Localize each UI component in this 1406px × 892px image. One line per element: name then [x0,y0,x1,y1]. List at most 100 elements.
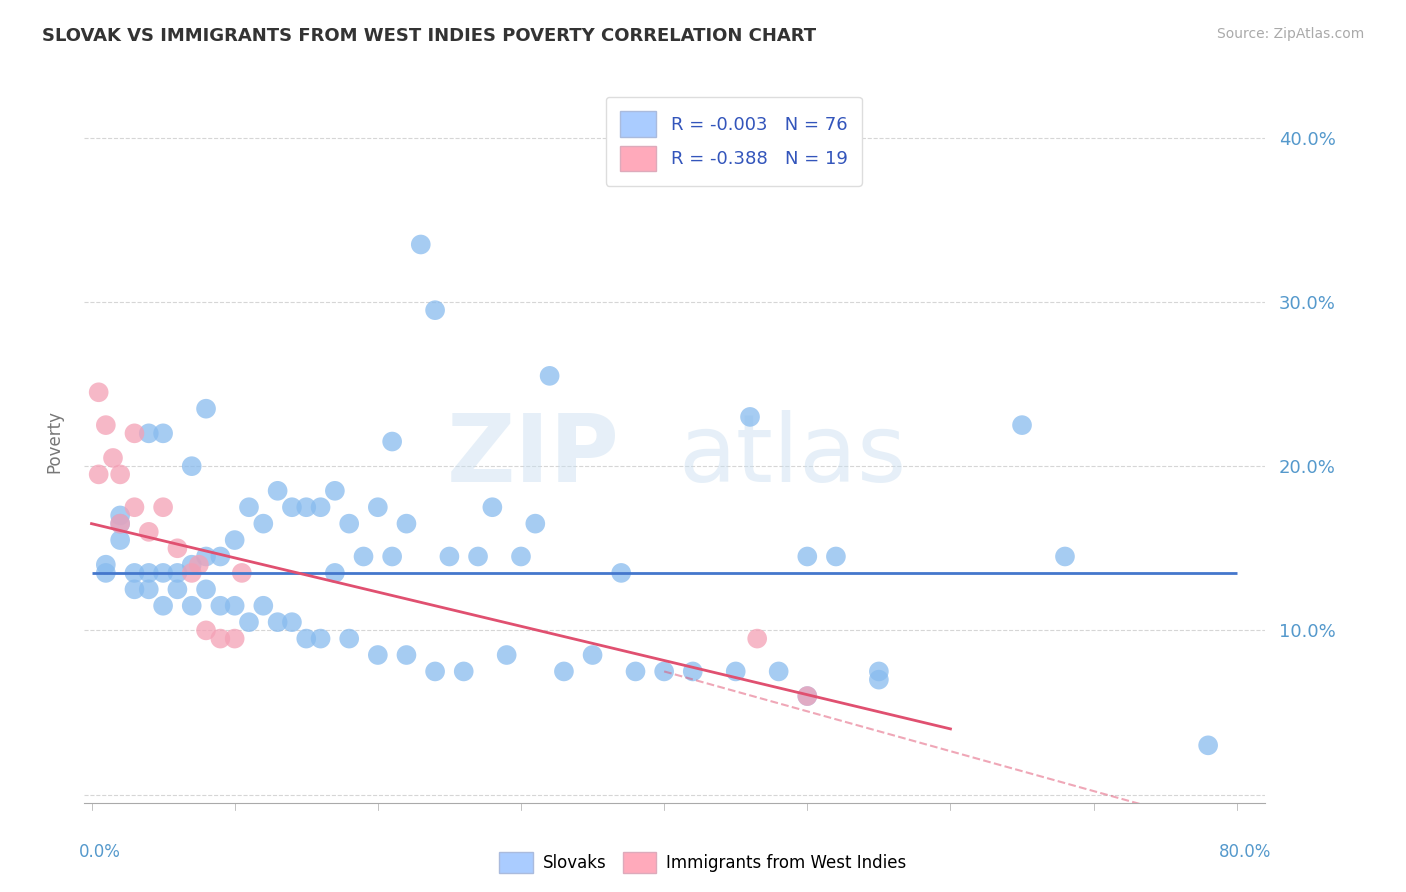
Text: ZIP: ZIP [447,410,620,502]
Text: Source: ZipAtlas.com: Source: ZipAtlas.com [1216,27,1364,41]
Point [337,632,360,646]
Point [381,549,404,564]
Point [180,599,202,613]
Point [309,632,332,646]
Point [166,582,188,597]
Point [553,665,575,679]
Point [453,665,475,679]
Point [524,516,547,531]
Point [180,459,202,474]
Point [252,599,274,613]
Point [108,516,131,531]
Point [108,516,131,531]
Text: Poverty: Poverty [46,410,63,473]
Point [152,426,174,441]
Text: 80.0%: 80.0% [1219,843,1271,861]
Point [481,500,503,515]
Point [224,533,246,547]
Point [682,665,704,679]
Point [747,632,769,646]
Point [209,549,232,564]
Text: atlas: atlas [679,410,907,502]
Point [423,665,446,679]
Point [868,673,890,687]
Legend: Slovaks, Immigrants from West Indies: Slovaks, Immigrants from West Indies [492,846,914,880]
Point [138,426,160,441]
Point [195,624,218,638]
Point [195,582,218,597]
Point [152,566,174,580]
Point [152,599,174,613]
Point [238,615,260,630]
Point [266,615,288,630]
Point [209,599,232,613]
Point [1053,549,1076,564]
Point [224,599,246,613]
Point [166,566,188,580]
Point [94,558,117,572]
Point [353,549,375,564]
Point [323,566,346,580]
Point [510,549,533,564]
Point [624,665,647,679]
Text: 0.0%: 0.0% [79,843,121,861]
Point [238,500,260,515]
Point [796,549,818,564]
Point [187,558,209,572]
Point [395,648,418,662]
Point [138,524,160,539]
Point [224,632,246,646]
Point [467,549,489,564]
Point [108,533,131,547]
Point [738,409,761,424]
Point [381,434,404,449]
Point [87,467,110,482]
Point [825,549,848,564]
Point [124,500,146,515]
Point [152,500,174,515]
Point [796,689,818,703]
Point [87,385,110,400]
Point [180,558,202,572]
Text: SLOVAK VS IMMIGRANTS FROM WEST INDIES POVERTY CORRELATION CHART: SLOVAK VS IMMIGRANTS FROM WEST INDIES PO… [42,27,817,45]
Point [1011,418,1033,433]
Point [94,418,117,433]
Point [180,566,202,580]
Point [337,516,360,531]
Point [252,516,274,531]
Point [724,665,747,679]
Point [868,665,890,679]
Point [610,566,633,580]
Point [367,500,389,515]
Point [538,368,561,383]
Point [295,632,318,646]
Point [195,549,218,564]
Point [323,483,346,498]
Point [138,582,160,597]
Point [367,648,389,662]
Point [108,508,131,523]
Point [94,566,117,580]
Point [423,303,446,318]
Point [652,665,675,679]
Point [409,237,432,252]
Point [1197,739,1219,753]
Point [281,500,304,515]
Point [195,401,218,416]
Point [395,516,418,531]
Point [166,541,188,556]
Point [231,566,253,580]
Point [108,467,131,482]
Point [581,648,603,662]
Point [124,566,146,580]
Point [439,549,461,564]
Point [495,648,517,662]
Point [796,689,818,703]
Point [138,566,160,580]
Point [281,615,304,630]
Point [309,500,332,515]
Point [768,665,790,679]
Point [209,632,232,646]
Point [124,582,146,597]
Point [295,500,318,515]
